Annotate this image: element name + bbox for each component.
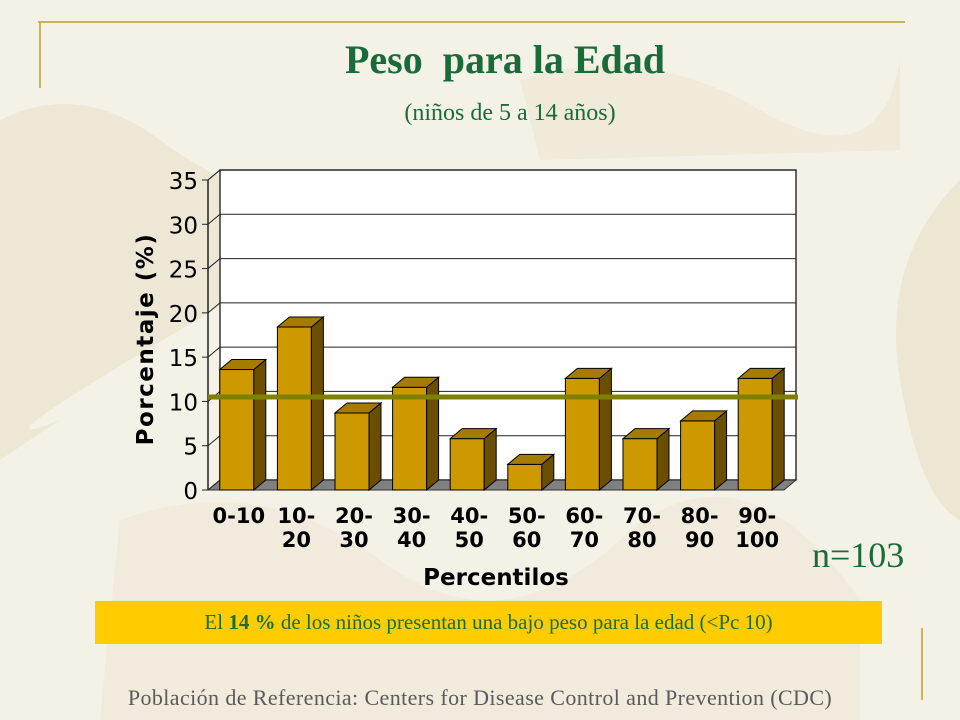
bar: [334, 412, 370, 491]
y-axis-title: Porcentaje (%): [133, 233, 159, 446]
x-tick-label: 50-: [508, 504, 546, 528]
gridline: [207, 346, 796, 358]
x-tick-label: 100: [735, 528, 779, 552]
bar-top: [506, 453, 556, 465]
y-tick-label: 20: [169, 302, 198, 328]
bar-side: [771, 367, 785, 492]
x-tick-label: 80: [627, 528, 656, 552]
footer-reference: Población de Referencia: Centers for Dis…: [127, 685, 833, 710]
x-tick-label: 90: [685, 528, 714, 552]
y-tick-label: 10: [169, 390, 198, 416]
x-tick-label: 40-: [450, 504, 488, 528]
bar-side: [368, 401, 382, 492]
x-tick-label: 40: [397, 528, 426, 552]
x-tick-label: 30: [339, 528, 368, 552]
y-axis-top: [207, 169, 221, 181]
bar-side: [483, 427, 497, 492]
gridline: [207, 258, 796, 269]
x-tick-label: 0-10: [213, 504, 266, 528]
bar-side: [598, 367, 612, 492]
bar: [622, 438, 658, 491]
slide-subtitle: (niños de 5 a 14 años): [404, 100, 616, 126]
x-tick-label: 20: [282, 528, 311, 552]
bar-top: [564, 367, 613, 379]
bar: [392, 386, 428, 491]
bar-side: [426, 376, 440, 492]
bar: [449, 438, 485, 491]
sample-size-label: n=103: [812, 535, 905, 575]
bar: [276, 326, 312, 491]
bar-top: [736, 367, 786, 379]
x-tick-label: 60: [512, 528, 541, 552]
x-tick-label: 50: [455, 528, 484, 552]
bar-side: [714, 409, 728, 492]
note-text-start: El: [204, 610, 229, 634]
x-tick-label: 10-: [277, 504, 315, 528]
gridline: [207, 213, 796, 225]
bar-side: [253, 358, 267, 492]
y-tick-label: 25: [169, 258, 198, 284]
x-tick-label: 70-: [623, 504, 661, 528]
y-tick-label: 15: [169, 346, 198, 372]
bar: [507, 463, 543, 491]
bar-top: [276, 316, 325, 328]
bar-top: [391, 376, 440, 388]
x-tick-label: 60-: [565, 504, 603, 528]
x-tick-label: 80-: [681, 504, 719, 528]
x-tick-label: 20-: [335, 504, 373, 528]
note-bold-value: 14 %: [228, 610, 276, 634]
bar-side: [310, 315, 324, 492]
bar: [219, 369, 255, 491]
x-axis-title: Percentilos: [423, 565, 569, 591]
y-tick-label: 30: [169, 213, 198, 239]
highlight-note: El 14 % de los niños presentan una bajo …: [95, 601, 882, 644]
gridline: [207, 302, 796, 314]
note-text-end: de los niños presentan una bajo peso par…: [275, 610, 773, 634]
x-tick-label: 30-: [393, 504, 431, 528]
bar-side: [656, 427, 670, 492]
y-tick-label: 0: [183, 479, 198, 505]
bar-top: [621, 428, 671, 440]
bar-top: [218, 359, 268, 371]
bar-top: [679, 410, 728, 422]
bar: [680, 420, 716, 491]
x-tick-label: 90-: [738, 504, 776, 528]
y-tick-label: 5: [183, 435, 198, 461]
x-tick-label: 70: [570, 528, 599, 552]
slide-title: Peso para la Edad: [344, 37, 666, 82]
bar-top: [333, 402, 383, 414]
y-tick-label: 35: [169, 169, 198, 195]
bar-top: [448, 428, 498, 440]
